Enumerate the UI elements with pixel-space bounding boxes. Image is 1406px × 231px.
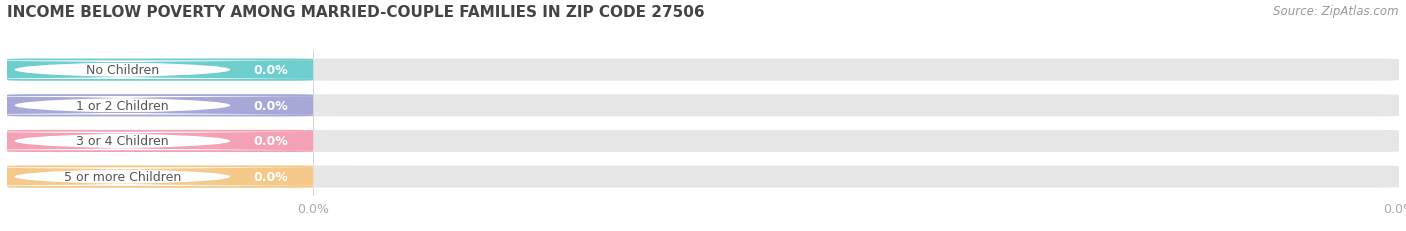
FancyBboxPatch shape bbox=[7, 59, 1399, 81]
FancyBboxPatch shape bbox=[7, 166, 1399, 188]
Text: 5 or more Children: 5 or more Children bbox=[63, 170, 181, 183]
FancyBboxPatch shape bbox=[0, 97, 377, 115]
FancyBboxPatch shape bbox=[7, 130, 314, 152]
Text: 1 or 2 Children: 1 or 2 Children bbox=[76, 99, 169, 112]
FancyBboxPatch shape bbox=[7, 166, 314, 188]
FancyBboxPatch shape bbox=[0, 167, 377, 186]
FancyBboxPatch shape bbox=[7, 59, 314, 81]
FancyBboxPatch shape bbox=[0, 61, 377, 80]
Text: 3 or 4 Children: 3 or 4 Children bbox=[76, 135, 169, 148]
Text: 0.0%: 0.0% bbox=[253, 99, 288, 112]
Text: No Children: No Children bbox=[86, 64, 159, 77]
FancyBboxPatch shape bbox=[7, 130, 1399, 152]
FancyBboxPatch shape bbox=[0, 132, 377, 151]
FancyBboxPatch shape bbox=[7, 95, 314, 117]
Text: INCOME BELOW POVERTY AMONG MARRIED-COUPLE FAMILIES IN ZIP CODE 27506: INCOME BELOW POVERTY AMONG MARRIED-COUPL… bbox=[7, 5, 704, 20]
Text: 0.0%: 0.0% bbox=[253, 170, 288, 183]
FancyBboxPatch shape bbox=[7, 95, 1399, 117]
Text: 0.0%: 0.0% bbox=[253, 135, 288, 148]
Text: Source: ZipAtlas.com: Source: ZipAtlas.com bbox=[1274, 5, 1399, 18]
Text: 0.0%: 0.0% bbox=[253, 64, 288, 77]
